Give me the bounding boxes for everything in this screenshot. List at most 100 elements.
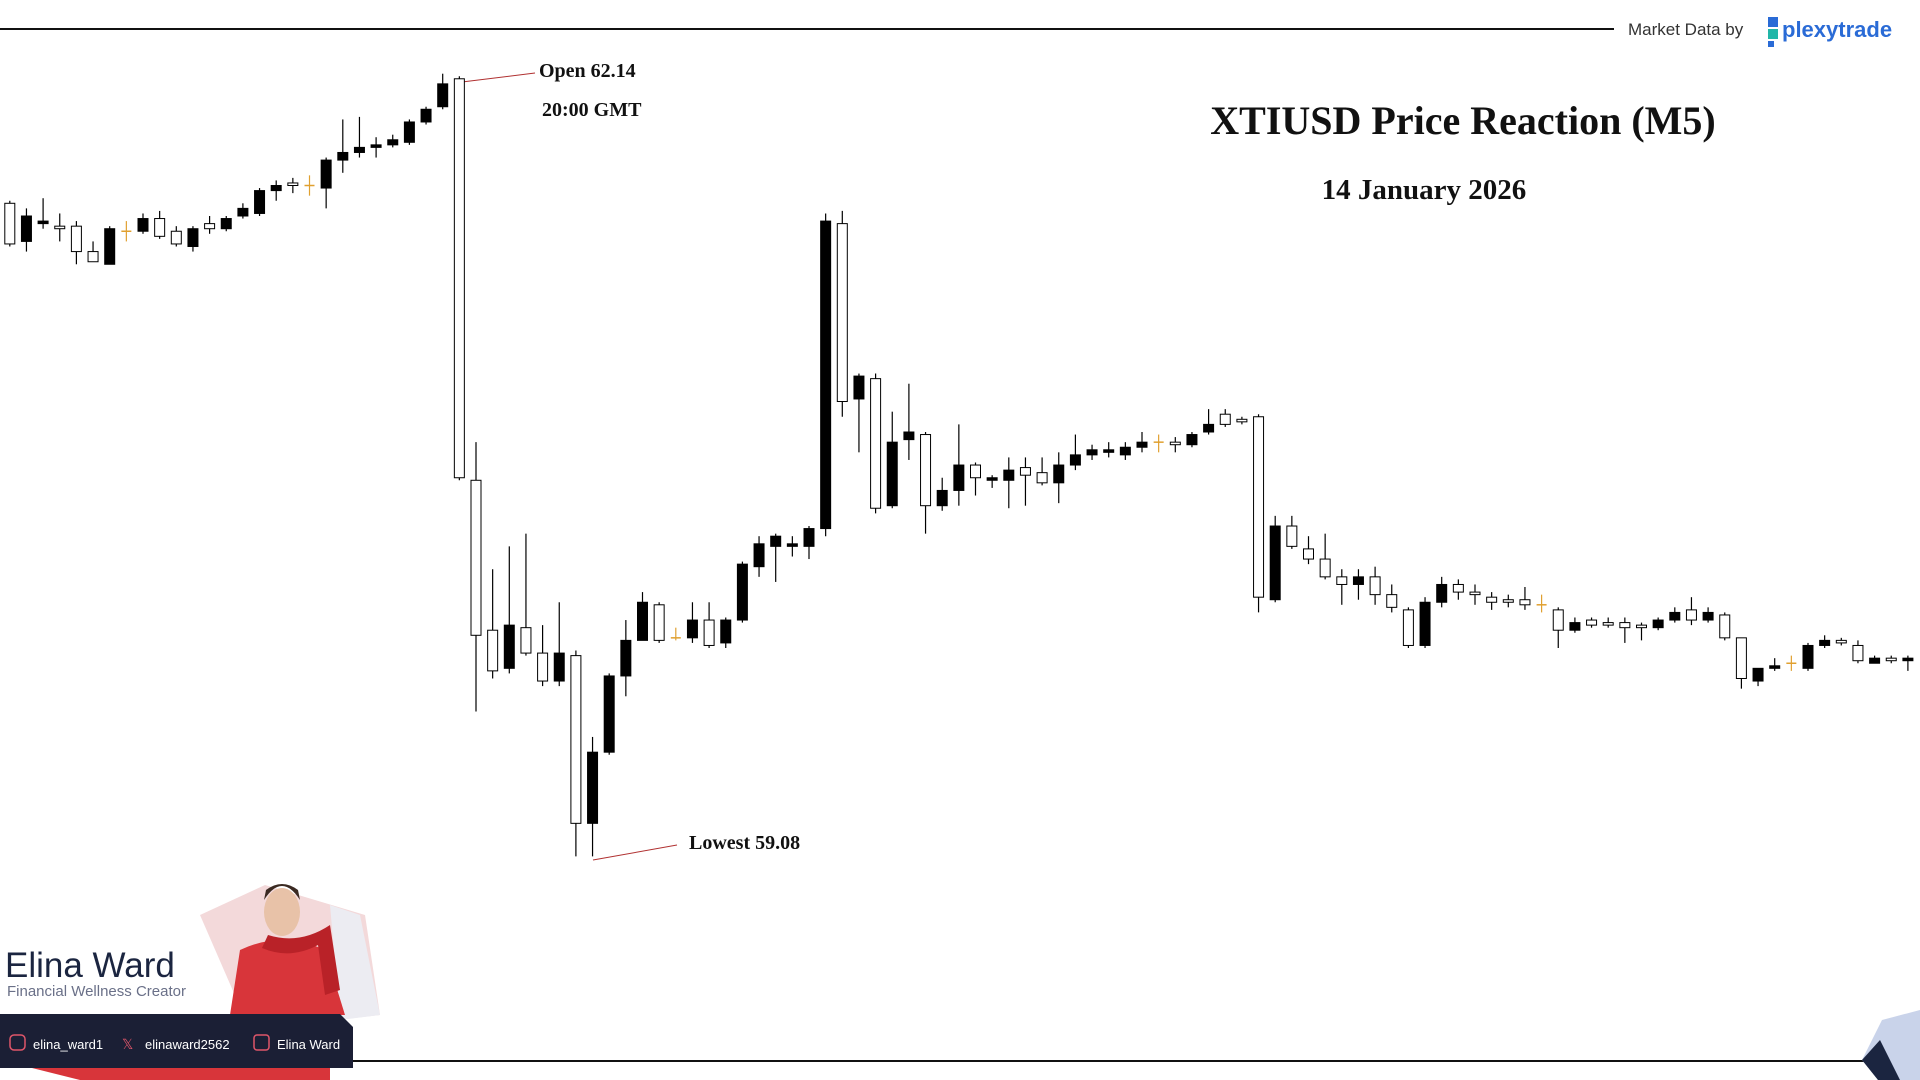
candle-body: [1003, 469, 1015, 481]
candle-body: [4, 202, 16, 245]
candle-body: [254, 190, 266, 214]
candle-body: [1852, 644, 1864, 662]
social-handle[interactable]: elinaward2562: [145, 1037, 230, 1052]
candle-body: [720, 619, 732, 644]
annotation-open: Open 62.14: [539, 60, 636, 82]
photo-face: [264, 888, 300, 936]
candle-body: [1902, 657, 1914, 662]
x-icon: 𝕏: [122, 1036, 133, 1052]
candle-body: [936, 489, 948, 507]
candle-body: [1186, 434, 1198, 446]
candle-body: [1036, 472, 1048, 484]
candle-body: [1303, 548, 1314, 560]
social-bar: [0, 1014, 353, 1068]
candle-body: [387, 139, 399, 146]
candle-body: [1386, 594, 1398, 608]
chart-title: XTIUSD Price Reaction (M5): [1210, 98, 1715, 143]
candle-body: [1286, 525, 1298, 547]
instagram-icon: [9, 1034, 26, 1051]
candle-body: [637, 601, 648, 641]
candle-body: [886, 441, 898, 507]
candle-body: [520, 627, 532, 654]
candle-body: [1652, 619, 1664, 629]
candle-body: [1136, 441, 1148, 448]
candle-body: [1236, 418, 1248, 423]
candle-body: [1119, 446, 1131, 456]
candle-body: [1019, 467, 1031, 476]
chart-subtitle: 14 January 2026: [1322, 174, 1527, 206]
candle-body: [204, 223, 216, 230]
candle-body: [1086, 449, 1098, 456]
candle-body: [836, 223, 848, 403]
creator-card: Elina Ward Financial Wellness Creator el…: [0, 884, 380, 1080]
candle-body: [986, 477, 998, 481]
candle-body: [1602, 622, 1614, 626]
social-handle[interactable]: Elina Ward: [277, 1037, 340, 1052]
candle-body: [820, 220, 832, 530]
annotation-low: Lowest 59.08: [689, 832, 800, 854]
candle-body: [170, 230, 182, 245]
candle-body: [703, 619, 715, 646]
candle-body: [154, 218, 166, 237]
candle-body: [353, 146, 365, 153]
candle-body: [1669, 611, 1681, 621]
candle-body: [1219, 413, 1231, 425]
candle-body: [437, 83, 449, 108]
candle-body: [620, 639, 632, 677]
photo-scarf: [262, 925, 340, 995]
candle-body: [1519, 599, 1531, 606]
candle-body: [1203, 423, 1215, 433]
candle-body: [370, 144, 382, 148]
candle-body: [1436, 583, 1448, 603]
candle-body: [1486, 596, 1498, 603]
candle-body: [1802, 644, 1814, 669]
candle-body: [1752, 667, 1764, 682]
candle-body: [770, 535, 782, 547]
candle-body: [653, 604, 665, 641]
candle-body: [786, 543, 798, 547]
social-handle[interactable]: elina_ward1: [33, 1037, 103, 1052]
candle-body: [270, 185, 282, 192]
candle-body: [803, 528, 815, 547]
brand-name: plexytrade: [1782, 17, 1892, 42]
candle-body: [1253, 416, 1265, 598]
candle-body: [1352, 576, 1364, 585]
candle-body: [487, 629, 499, 672]
candle-body: [1735, 637, 1747, 679]
candle-body: [686, 619, 698, 639]
creator-tagline: Financial Wellness Creator: [7, 983, 186, 1000]
candle-body: [187, 228, 199, 247]
candle-body: [1636, 624, 1647, 629]
candle-body: [870, 378, 882, 509]
candle-body: [1502, 599, 1514, 603]
candle-body: [403, 121, 415, 143]
candle-body: [20, 215, 32, 242]
candle-body: [1885, 657, 1897, 662]
candle-body: [570, 655, 582, 824]
candle-body: [320, 159, 332, 189]
candle-body: [736, 563, 748, 621]
candle-body: [970, 464, 981, 479]
creator-name: Elina Ward: [5, 946, 175, 985]
candle-body: [1269, 525, 1281, 601]
candle-body: [1369, 576, 1381, 596]
facebook-icon: [253, 1034, 270, 1051]
candle-body: [1869, 657, 1881, 664]
candle-body: [1819, 639, 1831, 646]
candle-body: [587, 751, 599, 824]
candle-body: [237, 207, 249, 217]
candle-body: [1103, 449, 1115, 453]
candle-body: [1586, 619, 1598, 626]
annotation-leader: [461, 72, 536, 83]
candle-body: [1719, 614, 1731, 639]
candle-body: [104, 228, 116, 265]
photo-body: [230, 940, 345, 1015]
candle-body: [1402, 609, 1414, 646]
candle-body: [220, 218, 232, 230]
photo-hair: [264, 884, 300, 900]
candle-body: [420, 108, 432, 123]
candle-body: [920, 434, 932, 507]
candle-body: [1336, 576, 1348, 585]
